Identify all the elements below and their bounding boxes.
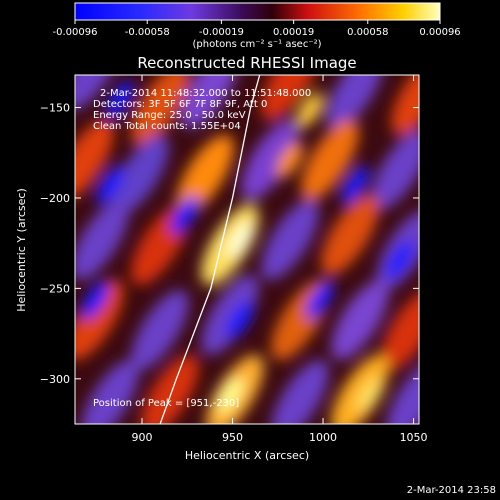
annotation-block: 2-Mar-2014 11:48:32.000 to 11:51:48.000D… <box>93 88 311 132</box>
colorbar-unit-label: (photons cm⁻² s⁻¹ asec⁻²) <box>192 39 321 50</box>
heat-blob <box>386 359 419 424</box>
heat-blob <box>176 134 234 216</box>
heat-blob <box>261 199 319 281</box>
heat-blob <box>381 289 419 371</box>
colorbar-ticks: -0.00096 -0.00058 -0.00019 0.00019 0.00058 0.… <box>53 20 461 38</box>
colorbar-tick-label: -0.00019 <box>199 27 244 38</box>
heat-blob <box>75 75 121 111</box>
y-tick-label: −300 <box>40 373 70 386</box>
heat-blob <box>241 119 299 201</box>
heat-blob-core <box>386 240 414 280</box>
x-tick-label: 1050 <box>400 431 428 444</box>
plot-frame <box>74 74 420 425</box>
heat-blob-core <box>306 280 334 320</box>
date-stamp: 2-Mar-2014 23:58 <box>406 485 496 496</box>
colorbar-tick-label: 0.00096 <box>419 27 460 38</box>
colorbar-gradient <box>74 2 441 21</box>
heat-blob <box>111 134 169 216</box>
heat-blob <box>181 75 239 129</box>
colorbar-tick-label: -0.00096 <box>53 27 98 38</box>
heat-blob <box>371 129 419 211</box>
heat-blob <box>75 199 129 281</box>
heat-blob <box>301 119 359 201</box>
heat-blob-core <box>81 280 109 320</box>
heat-blob <box>326 75 384 131</box>
heat-blob-bright <box>276 142 304 178</box>
heat-blob-bright <box>356 377 384 413</box>
heat-blob-core <box>106 80 134 120</box>
x-axis-label: Heliocentric X (arcsec) <box>185 449 309 462</box>
heat-blob-bright <box>296 92 324 128</box>
heat-blob-core <box>171 195 199 235</box>
y-tick-label: −200 <box>40 192 70 205</box>
x-tick-label: 900 <box>131 431 152 444</box>
annotation-line: Detectors: 3F 5F 6F 7F 8F 9F, Att 0 <box>93 99 267 110</box>
peak-position-label: Position of Peak = [951,-230] <box>93 398 239 409</box>
y-axis-label: Heliocentric Y (arcsec) <box>15 188 28 312</box>
heat-blob-core <box>96 165 124 205</box>
heat-blob-bright <box>226 222 254 258</box>
heat-blob <box>261 75 319 121</box>
heat-blob <box>81 359 139 424</box>
heat-blob-core <box>226 300 254 340</box>
colorbar-tick-label: -0.00058 <box>125 27 170 38</box>
annotation-line: Clean Total counts: 1.55E+04 <box>93 121 241 132</box>
heat-blob-bright <box>216 377 244 413</box>
chart-title: Reconstructed RHESSI Image <box>137 54 356 72</box>
heat-blob <box>131 289 189 371</box>
heatmap-image <box>75 75 419 424</box>
solar-limb-line <box>159 75 261 424</box>
x-tick-label: 950 <box>222 431 243 444</box>
y-tick-label: −250 <box>40 282 70 295</box>
heat-blob <box>321 194 379 276</box>
heat-blob <box>391 75 419 136</box>
annotation-line: Energy Range: 25.0 - 50.0 keV <box>93 110 246 121</box>
x-tick-label: 1000 <box>309 431 337 444</box>
colorbar-tick-label: 0.00058 <box>347 27 388 38</box>
y-tick-label: −150 <box>40 102 70 115</box>
annotation-line: 2-Mar-2014 11:48:32.000 to 11:51:48.000 <box>100 88 311 99</box>
heat-blob <box>331 279 389 361</box>
heat-blob <box>75 119 114 201</box>
x-axis-ticks: 900 950 1000 1050 <box>131 75 428 444</box>
heat-blob <box>271 359 329 424</box>
heat-blob-core <box>341 165 369 205</box>
heat-blob <box>131 75 189 146</box>
y-axis-ticks: −150 −200 −250 −300 <box>40 102 419 386</box>
colorbar-tick-label: 0.00019 <box>273 27 314 38</box>
heat-blob <box>201 274 259 356</box>
heat-blob <box>75 279 124 361</box>
